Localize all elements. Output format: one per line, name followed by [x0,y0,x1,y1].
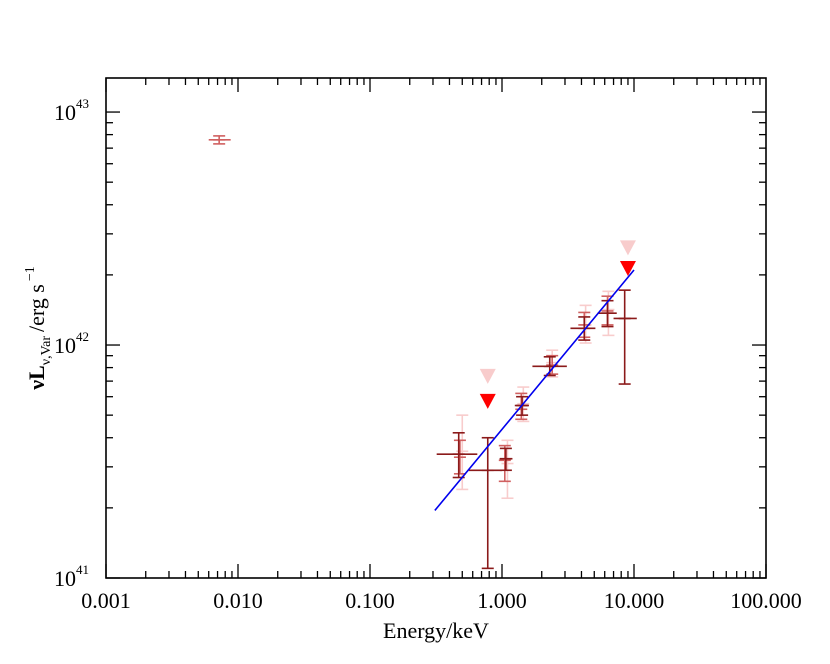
upper-limit-marker [479,393,496,409]
upper-limit-marker [619,260,636,276]
y-axis-title-unit: /erg s [24,284,49,332]
data-point [468,436,502,570]
fit-layer [434,269,635,511]
series-dark [436,289,637,570]
x-tick-labels: 0.001 0.010 0.100 1.000 10.000 100.000 [81,588,802,613]
series-layer [208,135,637,570]
series-medium [208,135,614,483]
upper-limit-marker [479,368,496,384]
plot-frame [105,77,767,579]
data-point [453,439,466,475]
data-point [436,431,478,479]
y-tick-label: 1042 [54,329,89,358]
y-axis-title-exp: −1 [23,266,38,281]
x-tick-label: 0.010 [213,588,263,613]
data-point [499,447,513,472]
data-point [570,316,596,341]
axis-ticks [105,78,767,579]
y-axis-title: νLν,Var/erg s −1 [23,266,54,391]
data-point [208,135,231,145]
x-tick-label: 0.001 [81,588,131,613]
data-point [613,289,637,385]
x-axis-title: Energy/keV [383,618,489,643]
y-tick-labels: 1041 1042 1043 [54,96,89,591]
series-red-limits [479,260,636,409]
y-axis-title-main: νL [24,365,49,391]
y-tick-label: 1043 [54,96,89,125]
data-point [501,439,514,500]
x-tick-label: 1.000 [477,588,527,613]
x-tick-label: 0.100 [345,588,395,613]
x-tick-label: 100.000 [730,588,802,613]
data-point [597,299,617,328]
fit-line [434,269,635,511]
y-axis-title-sub: ν,Var [39,336,54,366]
x-tick-label: 10.000 [604,588,665,613]
y-tick-label: 1041 [54,562,89,591]
upper-limit-marker [619,240,636,256]
data-point [498,444,511,483]
series-light [456,240,636,500]
